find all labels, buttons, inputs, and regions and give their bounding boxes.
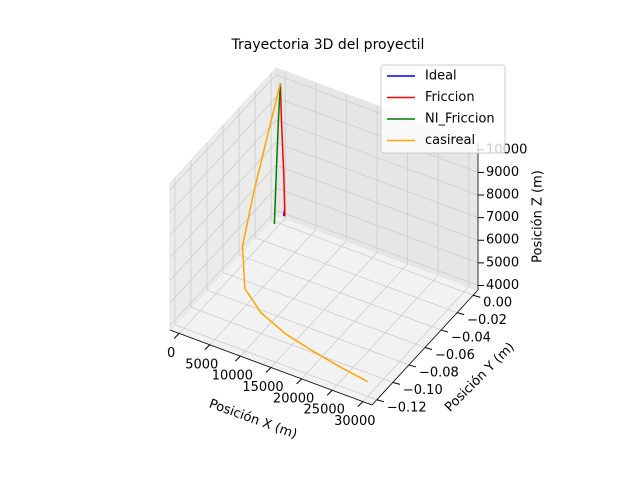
y-tick-label: −0.08 bbox=[419, 365, 459, 380]
y-tick-label: 0.00 bbox=[483, 296, 512, 311]
grid-line bbox=[169, 97, 277, 213]
series-line bbox=[241, 83, 368, 383]
series-line bbox=[273, 83, 282, 225]
y-tick-label: −0.02 bbox=[467, 313, 507, 328]
x-tick-label: 20000 bbox=[273, 391, 314, 406]
legend-label: casireal bbox=[425, 133, 475, 148]
y-tick bbox=[440, 329, 449, 333]
axis-line bbox=[371, 289, 479, 406]
y-tick-label: −0.12 bbox=[387, 400, 427, 415]
x-tick-label: 0 bbox=[167, 346, 175, 361]
legend-label: NI_Friccion bbox=[425, 112, 495, 127]
y-tick bbox=[376, 399, 384, 403]
grid-line bbox=[254, 237, 458, 314]
grid-line bbox=[169, 164, 277, 281]
y-tick-label: −0.10 bbox=[403, 383, 443, 398]
grid-line bbox=[275, 164, 479, 241]
x-tick bbox=[296, 378, 302, 385]
y-tick bbox=[456, 312, 465, 316]
y-tick-label: −0.06 bbox=[435, 348, 475, 363]
grid-line bbox=[169, 74, 277, 191]
grid-line bbox=[174, 324, 377, 401]
x-tick bbox=[265, 367, 272, 373]
x-tick bbox=[204, 344, 211, 351]
x-tick-label: 5000 bbox=[185, 357, 218, 372]
chart-title: Trayectoria 3D del proyectil bbox=[231, 37, 425, 53]
legend: Ideal Friccion NI_Friccion casireal bbox=[380, 64, 506, 154]
axis-line bbox=[169, 329, 373, 406]
grid-line bbox=[169, 142, 277, 258]
grid-line bbox=[206, 289, 410, 366]
y-tick bbox=[392, 381, 401, 385]
x-tick-label: 30000 bbox=[334, 414, 375, 429]
z-tick-label: 5000 bbox=[486, 255, 519, 270]
grid-line bbox=[190, 306, 394, 383]
legend-label: Friccion bbox=[425, 90, 475, 105]
z-axis-label: Posición Z (m) bbox=[531, 170, 546, 263]
y-tick-label: −0.04 bbox=[451, 331, 491, 346]
grid-line bbox=[222, 272, 426, 348]
x-tick bbox=[357, 401, 364, 407]
x-tick-label: 10000 bbox=[212, 369, 253, 384]
grid-line bbox=[169, 119, 277, 236]
y-tick bbox=[408, 364, 417, 368]
grid-line bbox=[271, 219, 474, 296]
z-tick-label: 6000 bbox=[486, 233, 519, 248]
y-tick bbox=[473, 294, 481, 298]
grid-line bbox=[275, 210, 479, 286]
y-tick bbox=[424, 347, 433, 350]
grid-line bbox=[275, 142, 479, 219]
x-tick-label: 25000 bbox=[304, 403, 345, 418]
grid-line bbox=[275, 97, 479, 173]
x-tick bbox=[326, 389, 333, 396]
z-tick-label: 8000 bbox=[486, 188, 519, 203]
grid-line bbox=[275, 187, 479, 264]
grid-line bbox=[275, 119, 479, 196]
legend-box bbox=[380, 64, 506, 154]
x-tick-label: 15000 bbox=[242, 380, 283, 395]
series-line bbox=[279, 83, 286, 217]
grid-line bbox=[238, 254, 442, 331]
z-tick-label: 9000 bbox=[486, 165, 519, 180]
grid-line bbox=[169, 210, 277, 326]
x-tick bbox=[173, 333, 180, 339]
legend-label: Ideal bbox=[425, 69, 457, 84]
x-tick bbox=[235, 355, 241, 362]
grid-line bbox=[169, 187, 277, 304]
z-tick-label: 4000 bbox=[486, 278, 519, 293]
z-tick-label: 7000 bbox=[486, 210, 519, 225]
